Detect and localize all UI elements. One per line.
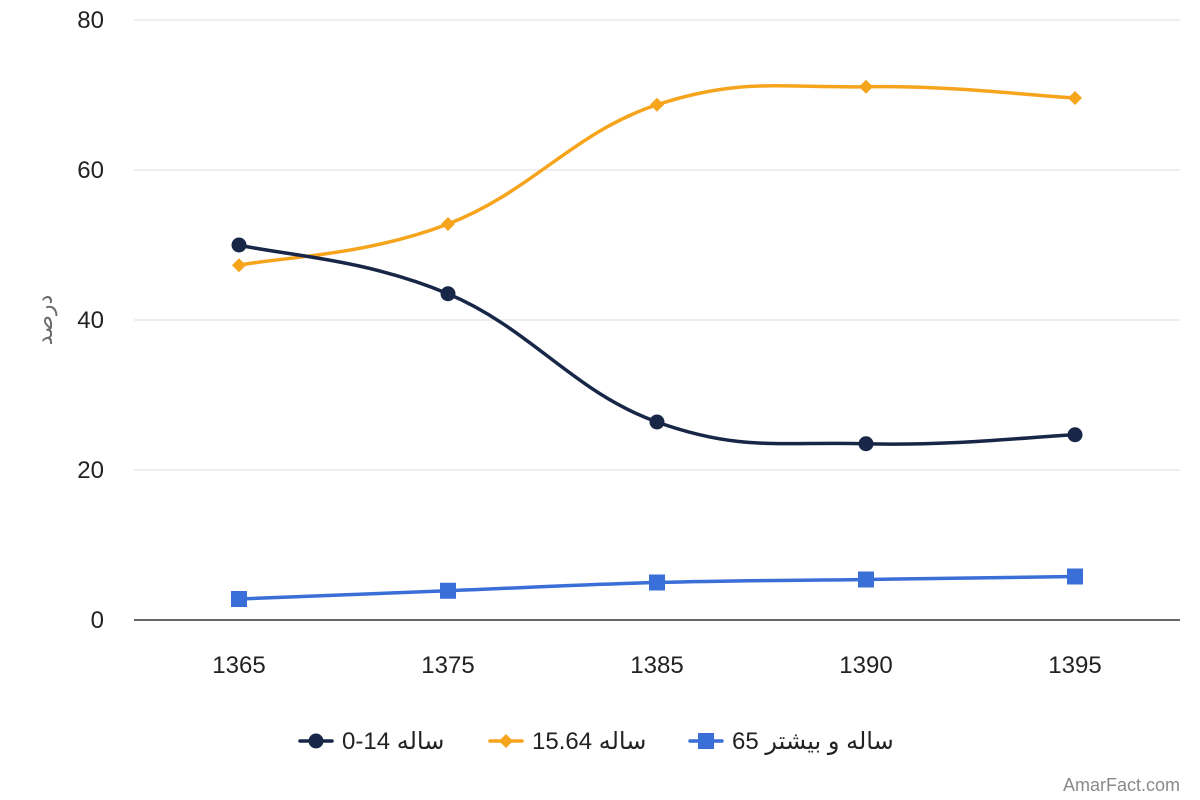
series-3 xyxy=(231,568,1083,607)
y-tick-label: 60 xyxy=(77,157,104,184)
data-point xyxy=(1068,91,1082,105)
data-point xyxy=(858,571,874,588)
legend-item: 65 ساله و بیشتر xyxy=(688,728,894,755)
legend-marker xyxy=(308,733,324,749)
data-point xyxy=(650,97,664,112)
series-line xyxy=(237,243,1077,446)
x-tick-label: 1365 xyxy=(212,652,265,679)
x-axis-ticks: 1365 1375 1385 1390 1395 xyxy=(212,652,1101,679)
x-tick-label: 1385 xyxy=(630,652,683,679)
data-point xyxy=(440,582,456,599)
y-tick-label: 20 xyxy=(77,457,104,484)
data-point xyxy=(231,591,247,607)
legend-item: 15.64 ساله xyxy=(488,728,646,755)
y-axis-ticks: 0 20 40 60 80 xyxy=(77,7,104,634)
y-axis-title: درصد xyxy=(32,295,57,346)
y-tick-label: 40 xyxy=(77,307,104,334)
legend-marker xyxy=(499,734,513,748)
data-point xyxy=(232,258,246,273)
watermark-text: AmarFact.com xyxy=(1063,775,1180,795)
x-tick-label: 1390 xyxy=(839,652,892,679)
legend-label: 65 ساله و بیشتر xyxy=(732,728,894,755)
data-point xyxy=(231,237,247,253)
data-point xyxy=(441,217,455,231)
series-2 xyxy=(232,79,1082,273)
y-tick-label: 0 xyxy=(91,607,104,634)
legend-label: 0-14 ساله xyxy=(342,728,444,755)
y-tick-label: 80 xyxy=(77,7,104,34)
x-tick-label: 1375 xyxy=(421,652,474,679)
x-tick-label: 1395 xyxy=(1048,652,1101,679)
data-point xyxy=(440,286,456,302)
series-1 xyxy=(231,237,1083,452)
data-point xyxy=(858,436,874,452)
legend: 0-14 ساله 15.64 ساله 65 ساله و بیشتر xyxy=(298,728,894,755)
data-point xyxy=(1067,568,1083,585)
data-point xyxy=(859,79,873,94)
data-point xyxy=(1067,427,1083,443)
legend-item: 0-14 ساله xyxy=(298,728,444,755)
grid-lines xyxy=(134,19,1180,621)
legend-marker xyxy=(698,733,714,749)
series-layer xyxy=(231,79,1083,607)
legend-label: 15.64 ساله xyxy=(532,728,646,755)
data-point xyxy=(649,414,665,430)
series-line xyxy=(237,84,1077,267)
data-point xyxy=(649,574,665,591)
